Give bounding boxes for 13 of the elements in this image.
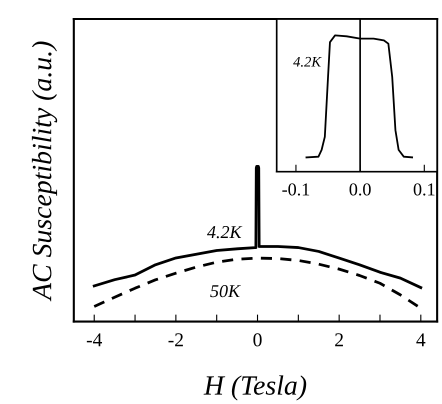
x-tick-label: -2 xyxy=(168,333,183,346)
x-tick-label: -4 xyxy=(86,333,102,346)
series-label: 4.2K xyxy=(207,226,242,238)
x-tick-label: 0.0 xyxy=(350,183,371,196)
x-tick-label: 4 xyxy=(416,333,426,346)
x-axis-title: H (Tesla) xyxy=(204,375,306,401)
x-tick-label: 0.1 xyxy=(414,183,435,196)
x-tick-label: 0 xyxy=(253,333,262,346)
x-tick-label: -0.1 xyxy=(282,183,310,196)
series-label: 50K xyxy=(210,285,241,298)
y-axis-title: AC Susceptibility (a.u.) xyxy=(32,42,58,302)
x-tick-label: 2 xyxy=(335,333,343,346)
series-label: 4.2K xyxy=(293,56,322,67)
